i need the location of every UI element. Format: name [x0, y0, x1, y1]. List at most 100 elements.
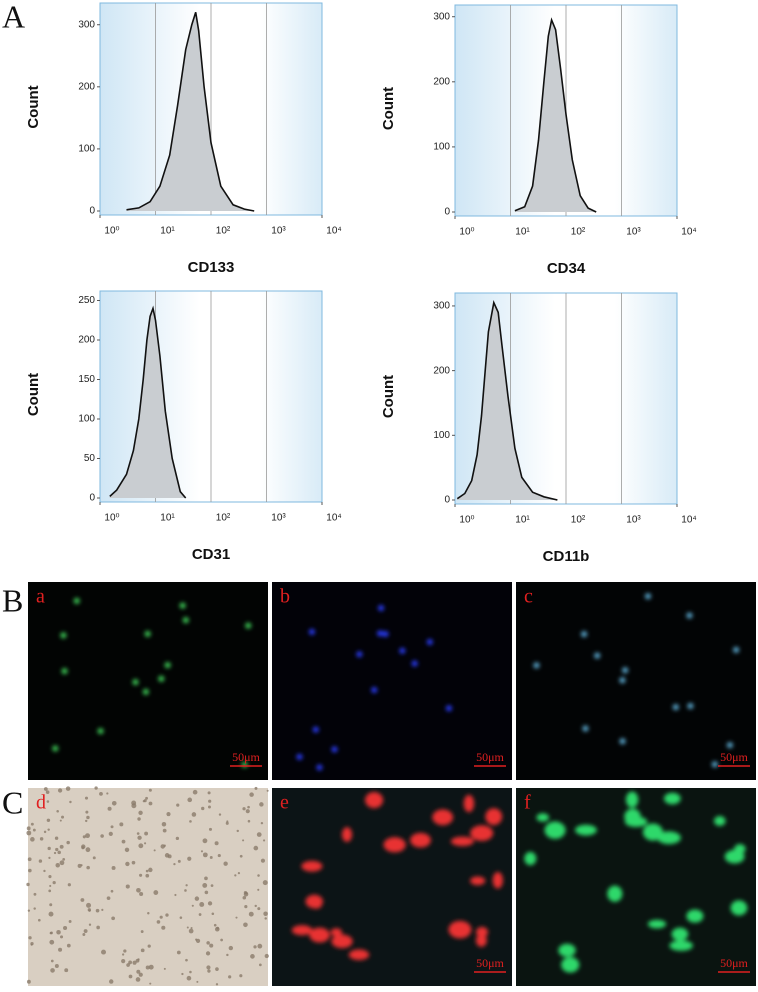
- cell: [470, 876, 486, 886]
- cell: [30, 822, 34, 826]
- cell: [296, 753, 303, 760]
- cell: [61, 668, 68, 675]
- cell: [32, 828, 36, 832]
- cell: [582, 725, 589, 732]
- cell: [259, 963, 262, 967]
- cell: [83, 929, 88, 933]
- cell: [202, 852, 208, 858]
- image-label: e: [280, 792, 289, 814]
- micrograph: [28, 582, 268, 780]
- cell: [248, 911, 254, 917]
- y-tick-label: 100: [433, 142, 450, 153]
- cell: [165, 913, 169, 917]
- cell: [94, 786, 98, 790]
- cell: [48, 875, 52, 879]
- cell: [177, 859, 181, 863]
- cell: [266, 789, 269, 792]
- cell: [111, 800, 117, 806]
- cell: [125, 884, 130, 889]
- scale-bar-label: 50μm: [720, 956, 748, 970]
- cell: [242, 807, 246, 811]
- y-tick-label: 250: [78, 295, 95, 306]
- cell: [644, 593, 651, 600]
- cell: [259, 802, 264, 807]
- cell: [448, 920, 472, 939]
- x-tick-label: 10¹: [160, 513, 175, 524]
- cell: [136, 832, 140, 835]
- x-tick-label: 10⁴: [326, 513, 341, 524]
- cell: [158, 675, 165, 682]
- cell: [214, 841, 219, 846]
- x-tick-label: 10⁴: [326, 226, 341, 237]
- cell: [194, 896, 200, 901]
- cell: [657, 831, 681, 845]
- cell: [207, 805, 211, 809]
- cell: [242, 839, 245, 842]
- cell: [669, 940, 693, 951]
- cell: [82, 835, 86, 839]
- cell: [49, 939, 55, 945]
- cell: [445, 705, 452, 712]
- cell: [250, 954, 255, 959]
- cell: [207, 969, 211, 973]
- x-tick-label: 10²: [571, 515, 586, 526]
- cell: [410, 832, 431, 848]
- cell: [330, 928, 343, 937]
- cell: [66, 840, 70, 845]
- cell: [148, 867, 153, 873]
- cell: [162, 828, 167, 833]
- cell: [331, 934, 353, 949]
- y-tick-label: 100: [433, 430, 450, 441]
- cell: [619, 738, 626, 745]
- y-axis-label: Count: [380, 375, 397, 418]
- cell: [262, 839, 266, 842]
- x-tick-label: 10²: [216, 513, 231, 524]
- cell: [187, 797, 193, 803]
- cell: [711, 761, 718, 768]
- cell: [475, 934, 487, 947]
- x-axis-label: CD31: [192, 546, 230, 563]
- cell: [192, 789, 198, 795]
- cell: [199, 902, 205, 907]
- cell: [110, 889, 114, 893]
- cell: [49, 903, 53, 907]
- scale-bar-label: 50μm: [476, 956, 504, 970]
- panel-label: A: [2, 0, 25, 34]
- cell: [106, 896, 111, 901]
- cell: [43, 869, 46, 873]
- cell: [195, 938, 201, 943]
- cell: [48, 911, 54, 917]
- y-tick-label: 200: [78, 81, 95, 92]
- cell: [52, 745, 59, 752]
- cell: [56, 929, 61, 935]
- cell: [30, 837, 35, 842]
- cell: [108, 831, 113, 836]
- cell: [594, 652, 601, 659]
- cell: [206, 965, 211, 970]
- cell: [59, 844, 64, 849]
- cell: [85, 833, 90, 839]
- cell: [26, 882, 30, 887]
- cell: [301, 860, 323, 872]
- cell: [80, 864, 83, 867]
- cell: [81, 846, 85, 850]
- cell: [33, 907, 36, 910]
- cell: [164, 853, 170, 858]
- x-tick-label: 10³: [626, 227, 641, 238]
- cell: [159, 915, 163, 919]
- scale-bar-label: 50μm: [476, 750, 504, 764]
- cell: [101, 908, 104, 911]
- cell: [264, 917, 267, 920]
- cell: [82, 933, 86, 936]
- cell: [309, 927, 330, 943]
- cell: [485, 808, 503, 826]
- cell: [57, 788, 63, 793]
- cell: [647, 919, 667, 929]
- cell: [86, 815, 90, 820]
- histogram-area: [514, 20, 597, 212]
- cell: [126, 963, 130, 967]
- cell: [60, 632, 67, 639]
- cell: [253, 845, 259, 851]
- cell: [187, 856, 192, 861]
- cell: [341, 827, 353, 842]
